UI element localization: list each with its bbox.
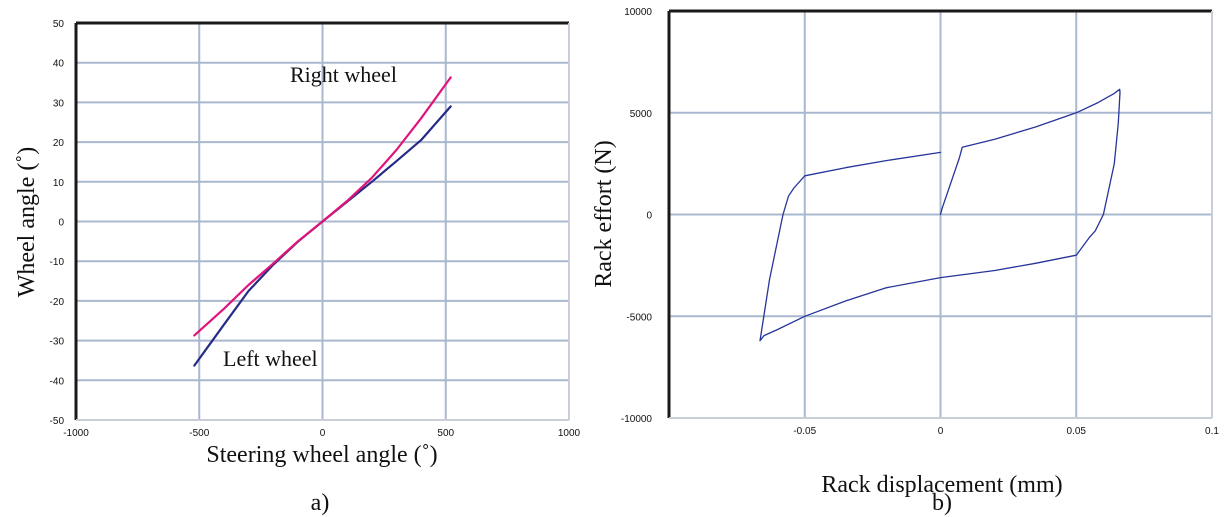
panel-a-y-tick-label: 20 xyxy=(53,138,65,149)
panel-a-x-tick-label: -1000 xyxy=(63,428,89,439)
panel-b-y-tick-label: 10000 xyxy=(624,7,652,18)
panel-a-chart: -1000 -500 0 500 1000 -50 -40 -30 -20 -10 0 10 20 30 4… xyxy=(14,19,581,516)
panel-b-chart: -0.05 0 0.05 0.1 -10000 -5000 0 5000 10000 Rack … xyxy=(591,7,1219,516)
panel-a-y-tick-label: 40 xyxy=(53,59,65,70)
panel-a-y-tick-label: -10 xyxy=(50,257,65,268)
panel-b-ylabel: Rack effort (N) xyxy=(591,140,617,288)
panel-a-y-tick-label: -50 xyxy=(50,416,65,427)
panel-b-y-tick-label: 5000 xyxy=(630,109,653,120)
panel-a-xlabel: Steering wheel angle (˚) xyxy=(206,442,437,468)
panel-b-label: b) xyxy=(932,490,952,516)
panel-b-frame xyxy=(667,9,1213,419)
panel-a-y-tick-label: 50 xyxy=(53,19,65,30)
panel-a-series xyxy=(193,76,452,367)
panel-a-x-tick-label: 0 xyxy=(320,428,326,439)
panel-a-y-tick-label: 0 xyxy=(58,218,64,229)
panel-b-y-tick-label: -5000 xyxy=(626,312,652,323)
panel-a-y-tick-label: 10 xyxy=(53,178,65,189)
panel-a-ylabel: Wheel angle (˚) xyxy=(14,147,40,298)
panel-a-y-tick-label: -20 xyxy=(50,297,65,308)
panel-a-grid xyxy=(76,23,569,420)
panel-b-x-tick-label: 0.05 xyxy=(1067,426,1087,437)
panel-a-y-tick-label: 30 xyxy=(53,98,65,109)
panel-a-series-line-1 xyxy=(193,76,452,337)
panel-b-series xyxy=(759,88,1121,342)
panel-b-y-tick-label: 0 xyxy=(646,211,652,222)
panel-a-x-tick-label: 1000 xyxy=(558,428,581,439)
panel-a-ticks: -1000 -500 0 500 1000 -50 -40 -30 -20 -10 0 10 20 30 4… xyxy=(50,19,581,439)
panel-b-series-line-0 xyxy=(759,88,1121,342)
panel-a-label: a) xyxy=(311,490,330,516)
panel-b-xlabel: Rack displacement (mm) xyxy=(821,472,1062,498)
panel-a-y-tick-label: -30 xyxy=(50,337,65,348)
panel-a-x-tick-label: -500 xyxy=(189,428,209,439)
panel-a-annotation-right-wheel: Right wheel xyxy=(290,62,397,87)
panel-b-x-tick-label: 0.1 xyxy=(1205,426,1219,437)
panel-b-x-tick-label: -0.05 xyxy=(793,426,816,437)
panel-b-x-tick-label: 0 xyxy=(938,426,944,437)
panel-b-y-tick-label: -10000 xyxy=(621,414,653,425)
panel-a-x-tick-label: 500 xyxy=(437,428,454,439)
panel-b-ticks: -0.05 0 0.05 0.1 -10000 -5000 0 5000 10000 xyxy=(621,7,1220,437)
panel-a-frame xyxy=(74,21,570,421)
panel-a-y-tick-label: -40 xyxy=(50,376,65,387)
panel-a-annotation-left-wheel: Left wheel xyxy=(223,346,318,371)
